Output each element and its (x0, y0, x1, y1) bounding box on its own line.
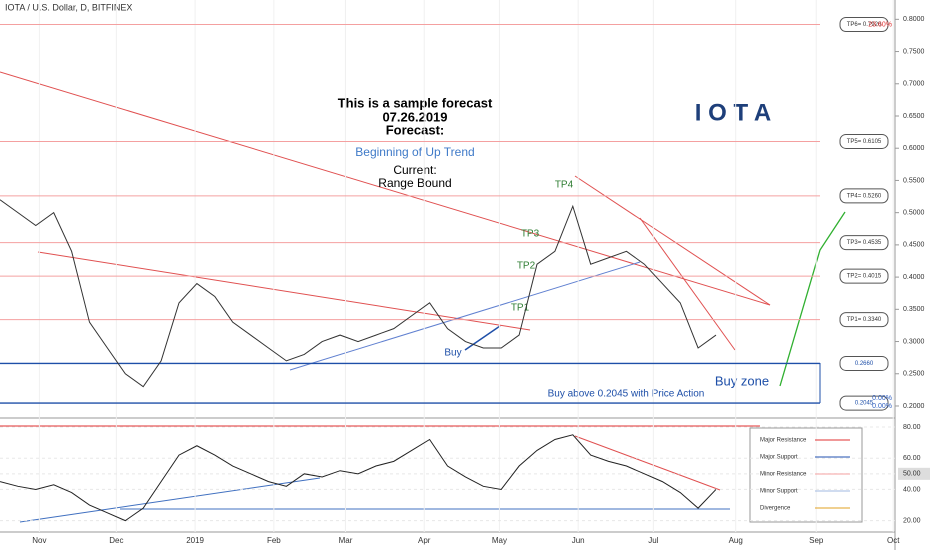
x-tick-label: May (492, 536, 507, 545)
y-tick-label: 0.8000 (903, 16, 925, 23)
tp-mark: TP4 (555, 180, 574, 191)
forecast-line: Forecast: (386, 122, 445, 137)
x-tick-label: Dec (109, 536, 123, 545)
level-label: TP4= 0.5260 (847, 193, 882, 199)
price-line (0, 199, 717, 388)
level-box (839, 312, 889, 328)
y-tick-label: 0.7000 (903, 81, 925, 88)
y-tick-label: 0.4000 (903, 274, 925, 281)
x-tick-label: Jun (572, 536, 585, 545)
current-label: Current: (393, 163, 436, 177)
level-label: 0.2660 (855, 361, 874, 367)
fib-label: 0.00% (872, 403, 892, 410)
y-tick-label: 0.4500 (903, 242, 925, 249)
level-box (839, 355, 889, 371)
trend-line (639, 217, 736, 351)
level-label: TP1= 0.3340 (847, 317, 882, 323)
y-tick-label: 0.5000 (903, 209, 925, 216)
tick-highlight (898, 467, 930, 480)
trend-line (37, 251, 531, 331)
level-label: TP3= 0.4535 (847, 240, 882, 246)
buy-arrow (464, 325, 501, 351)
chart-title: IOTA / U.S. Dollar, D, BITFINEX (5, 2, 132, 12)
level-box (839, 16, 889, 32)
y-tick-label: 0.6000 (903, 145, 925, 152)
rsi-resistance (574, 435, 721, 491)
y-tick-label: 0.6500 (903, 113, 925, 120)
x-tick-label: Feb (267, 536, 281, 545)
x-tick-label: Sep (809, 536, 824, 545)
tp-mark: TP3 (521, 229, 540, 240)
y-tick-label: 60.00 (903, 455, 921, 462)
level-box (839, 235, 889, 251)
x-tick-label: 2019 (186, 536, 204, 545)
tp-mark: TP1 (511, 303, 530, 314)
legend-label: Major Resistance (760, 438, 807, 444)
level-box (839, 268, 889, 284)
legend-label: Major Support (760, 455, 798, 461)
legend-label: Minor Resistance (760, 472, 807, 478)
x-tick-label: Mar (339, 536, 353, 545)
y-tick-label: 0.3500 (903, 306, 925, 313)
current-value: Range Bound (378, 176, 451, 190)
buy-note: Buy above 0.2045 with Price Action (548, 389, 705, 400)
level-box (839, 188, 889, 204)
trend-text: Beginning of Up Trend (355, 145, 474, 159)
forecast-arrow (779, 211, 846, 387)
price-line (0, 434, 717, 522)
level-box (839, 395, 889, 411)
symbol: I O T A (695, 99, 771, 126)
legend-label: Divergence (760, 506, 791, 512)
y-tick-label: 0.2000 (903, 403, 925, 410)
y-tick-label: 0.2500 (903, 371, 925, 378)
y-tick-label: 0.3000 (903, 338, 925, 345)
x-tick-label: Jul (648, 536, 658, 545)
level-label: TP6= 0.7920 (847, 22, 882, 28)
forecast-line: 07.26.2019 (382, 109, 447, 124)
trend-line (574, 175, 771, 306)
y-tick-label: 0.7500 (903, 48, 925, 55)
y-tick-label: 40.00 (903, 486, 921, 493)
x-tick-label: Aug (729, 536, 743, 545)
trend-line (289, 261, 641, 371)
forecast-line: This is a sample forecast (338, 95, 493, 110)
level-label: TP2= 0.4015 (847, 274, 882, 280)
buy-label: Buy (444, 348, 461, 359)
fib-label: 23.60% (868, 21, 892, 28)
x-tick-label: Oct (887, 536, 900, 545)
x-tick-label: Nov (32, 536, 46, 545)
y-tick-label: 50.00 (903, 471, 921, 478)
y-tick-label: 80.00 (903, 424, 921, 431)
tp-mark: TP2 (517, 261, 536, 272)
trend-line (0, 71, 771, 306)
level-label: 0.2045 (855, 401, 874, 407)
x-tick-label: Apr (418, 536, 431, 545)
rsi-support (19, 477, 321, 523)
level-box (839, 133, 889, 149)
legend-box (749, 427, 863, 523)
level-label: TP5= 0.6105 (847, 139, 882, 145)
fib-label: 0.00% (872, 395, 892, 402)
y-tick-label: 20.00 (903, 517, 921, 524)
y-tick-label: 0.5500 (903, 177, 925, 184)
legend-label: Minor Support (760, 489, 798, 495)
buy-zone-label: Buy zone (715, 373, 769, 388)
